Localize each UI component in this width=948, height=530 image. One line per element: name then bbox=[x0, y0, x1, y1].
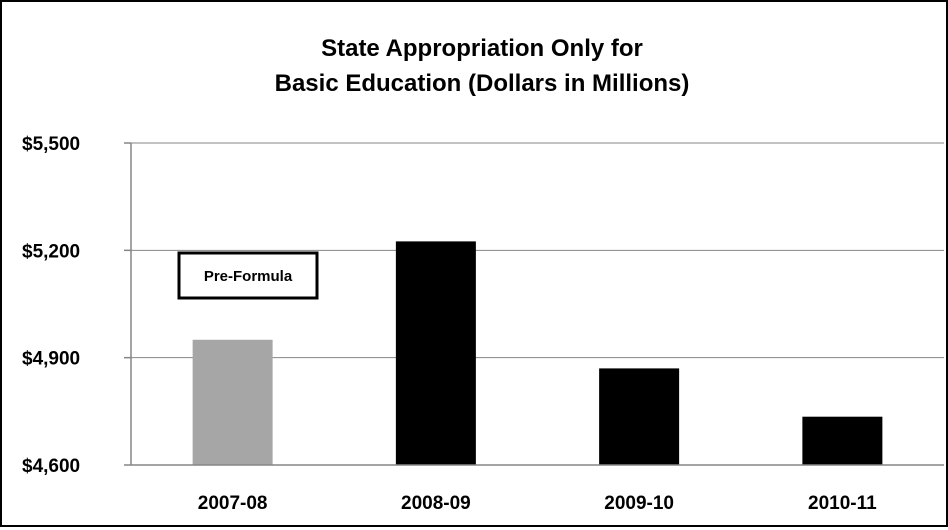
y-tick-label: $4,600 bbox=[22, 456, 80, 477]
x-tick-label: 2010-11 bbox=[808, 493, 877, 514]
y-tick-label: $4,900 bbox=[22, 349, 80, 370]
bars bbox=[192, 241, 883, 465]
chart-title: State Appropriation Only for Basic Educa… bbox=[275, 35, 690, 97]
x-tick-label: 2007-08 bbox=[198, 493, 268, 514]
y-axis-tick-labels: $4,600 $4,900 $5,200 $5,500 bbox=[22, 134, 131, 477]
x-tick-label: 2008-09 bbox=[401, 493, 471, 514]
chart-title-line-1: State Appropriation Only for bbox=[321, 35, 643, 62]
y-tick-label: $5,200 bbox=[22, 241, 80, 262]
bar-2008-09 bbox=[395, 241, 476, 465]
bar-2009-10 bbox=[599, 368, 680, 465]
pre-formula-annotation: Pre-Formula bbox=[177, 251, 319, 300]
gridlines bbox=[131, 142, 944, 359]
x-tick-label: 2009-10 bbox=[604, 493, 674, 514]
bar-2010-11 bbox=[802, 416, 883, 465]
bar-2007-08 bbox=[192, 339, 273, 465]
annotation-label: Pre-Formula bbox=[204, 268, 293, 285]
annotation-box bbox=[177, 251, 319, 300]
y-tick-label: $5,500 bbox=[22, 134, 80, 155]
chart-title-line-2: Basic Education (Dollars in Millions) bbox=[275, 70, 690, 97]
x-axis-tick-labels: 2007-08 2008-09 2009-10 2010-11 bbox=[198, 493, 877, 514]
